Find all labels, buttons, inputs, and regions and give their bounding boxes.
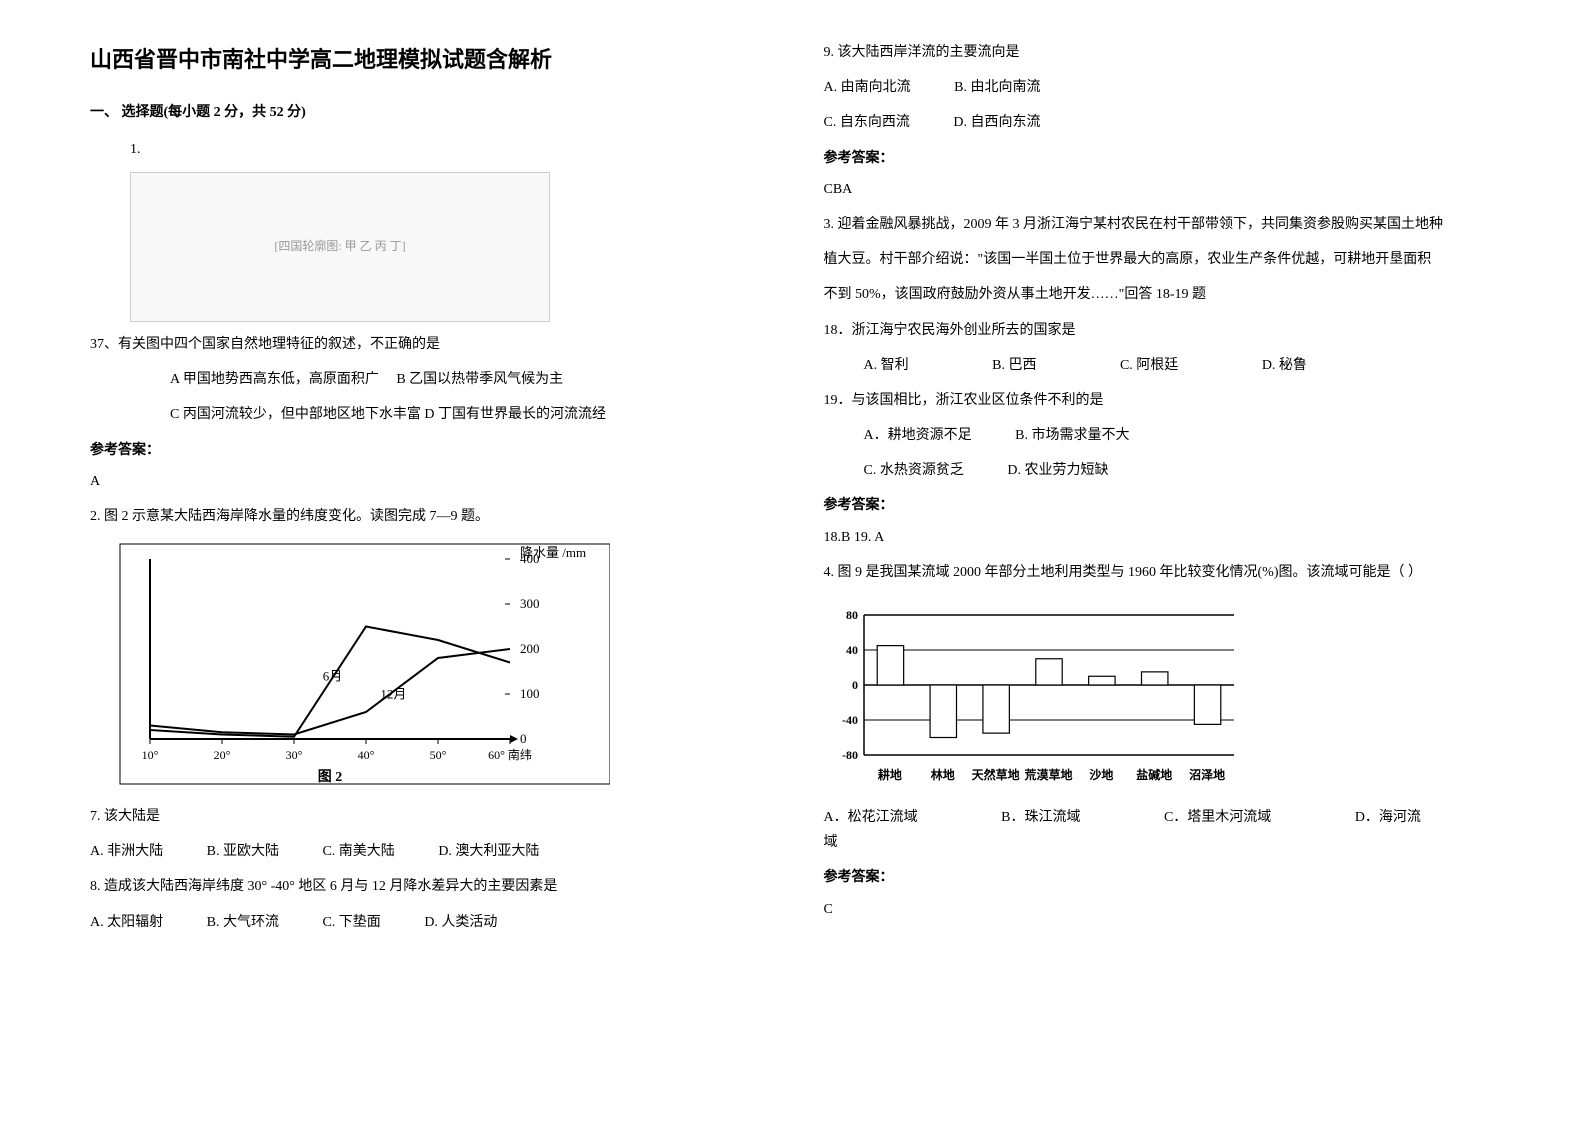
q4-opt-b: B．珠江流域 — [1001, 810, 1080, 825]
q4-stem: 4. 图 9 是我国某流域 2000 年部分土地利用类型与 1960 年比较变化… — [824, 560, 1498, 585]
svg-text:降水量 /mm: 降水量 /mm — [520, 545, 586, 560]
svg-text:图 2: 图 2 — [318, 769, 343, 785]
svg-text:12月: 12月 — [380, 687, 406, 702]
q8-opt-d: D. 人类活动 — [424, 915, 497, 930]
answer-label-4: 参考答案： — [824, 865, 1498, 890]
svg-text:-80: -80 — [842, 748, 858, 762]
ans-1819: 18.B 19. A — [824, 525, 1498, 550]
q37-answer: A — [90, 469, 764, 494]
q18-opt-a: A. 智利 — [864, 358, 909, 373]
svg-text:20°: 20° — [214, 748, 231, 762]
q8-opt-b: B. 大气环流 — [207, 915, 279, 930]
q8-opt-c: C. 下垫面 — [322, 915, 380, 930]
q37-row1: A 甲国地势西高东低，高原面积广 B 乙国以热带季风气候为主 — [170, 367, 764, 392]
q9-opts-row2: C. 自东向西流 D. 自西向东流 — [824, 110, 1498, 135]
q4-options: A．松花江流域 B．珠江流域 C．塔里木河流域 D．海河流域 — [824, 805, 1498, 855]
answer-label-3: 参考答案： — [824, 493, 1498, 518]
q3-stem-a: 3. 迎着金融风暴挑战，2009 年 3 月浙江海宁某村农民在村干部带领下，共同… — [824, 212, 1498, 237]
q8-options: A. 太阳辐射 B. 大气环流 C. 下垫面 D. 人类活动 — [90, 910, 764, 935]
q9-opt-b: B. 由北向南流 — [954, 80, 1040, 95]
q19-opts-row1: A．耕地资源不足 B. 市场需求量不大 — [864, 423, 1498, 448]
q18-opt-b: B. 巴西 — [992, 358, 1036, 373]
q19-opt-d: D. 农业劳力短缺 — [1007, 463, 1108, 478]
svg-text:50°: 50° — [430, 748, 447, 762]
figure-2-container: 0100200300400降水量 /mm10°20°30°40°50°60° 南… — [110, 539, 764, 789]
q4-opt-c: C．塔里木河流域 — [1164, 810, 1271, 825]
q7-opt-c: C. 南美大陆 — [322, 844, 394, 859]
q18-opt-c: C. 阿根廷 — [1120, 358, 1178, 373]
q2-stem: 2. 图 2 示意某大陆西海岸降水量的纬度变化。读图完成 7—9 题。 — [90, 504, 764, 529]
q37-row2: C 丙国河流较少，但中部地区地下水丰富 D 丁国有世界最长的河流流经 — [170, 402, 764, 427]
ans-cba: CBA — [824, 177, 1498, 202]
q37-opt-b: B 乙国以热带季风气候为主 — [396, 372, 563, 387]
q18-opt-d: D. 秘鲁 — [1262, 358, 1307, 373]
svg-text:-40: -40 — [842, 713, 858, 727]
figure-9-container: -80 -40 0 40 80 耕地林地天然草地荒漠草地沙地盐碱地沼泽地 — [824, 605, 1244, 785]
section1-header: 一、 选择题(每小题 2 分，共 52 分) — [90, 100, 764, 125]
q19-opt-c: C. 水热资源贫乏 — [864, 463, 964, 478]
doc-title: 山西省晋中市南社中学高二地理模拟试题含解析 — [90, 40, 764, 80]
svg-text:40: 40 — [846, 643, 858, 657]
q19-opt-b: B. 市场需求量不大 — [1015, 428, 1129, 443]
q37-stem: 37、有关图中四个国家自然地理特征的叙述，不正确的是 — [90, 332, 764, 357]
svg-text:60° 南纬: 60° 南纬 — [488, 747, 532, 762]
q7-opt-d: D. 澳大利亚大陆 — [438, 844, 539, 859]
q9-opts-row1: A. 由南向北流 B. 由北向南流 — [824, 75, 1498, 100]
svg-text:100: 100 — [520, 686, 540, 701]
figure-1-placeholder: [四国轮廓图: 甲 乙 丙 丁] — [130, 172, 550, 322]
q18-options: A. 智利 B. 巴西 C. 阿根廷 D. 秘鲁 — [864, 353, 1498, 378]
svg-text:40°: 40° — [358, 748, 375, 762]
q9-stem: 9. 该大陆西岸洋流的主要流向是 — [824, 40, 1498, 65]
q19-opt-a: A．耕地资源不足 — [864, 428, 972, 443]
svg-text:0: 0 — [852, 678, 858, 692]
answer-label-1: 参考答案： — [90, 438, 764, 463]
q4-opt-a: A．松花江流域 — [824, 810, 918, 825]
q9-opt-a: A. 由南向北流 — [824, 80, 911, 95]
q8-stem: 8. 造成该大陆西海岸纬度 30° -40° 地区 6 月与 12 月降水差异大… — [90, 874, 764, 899]
svg-text:0: 0 — [520, 731, 527, 746]
right-column: 9. 该大陆西岸洋流的主要流向是 A. 由南向北流 B. 由北向南流 C. 自东… — [794, 40, 1528, 1082]
figure-9-xlabels: 耕地林地天然草地荒漠草地沙地盐碱地沼泽地 — [864, 765, 1234, 787]
svg-text:30°: 30° — [286, 748, 303, 762]
q18-stem: 18．浙江海宁农民海外创业所去的国家是 — [824, 318, 1498, 343]
q1-number: 1. — [130, 137, 764, 162]
q9-opt-d: D. 自西向东流 — [953, 115, 1040, 130]
q19-stem: 19．与该国相比，浙江农业区位条件不利的是 — [824, 388, 1498, 413]
figure-9-chart: -80 -40 0 40 80 — [824, 605, 1244, 765]
figure-2-chart: 0100200300400降水量 /mm10°20°30°40°50°60° 南… — [110, 539, 610, 789]
q9-opt-c: C. 自东向西流 — [824, 115, 910, 130]
answer-label-2: 参考答案： — [824, 146, 1498, 171]
q8-opt-a: A. 太阳辐射 — [90, 915, 163, 930]
q3-stem-c: 不到 50%，该国政府鼓励外资从事土地开发……"回答 18-19 题 — [824, 282, 1498, 307]
q7-stem: 7. 该大陆是 — [90, 804, 764, 829]
q7-options: A. 非洲大陆 B. 亚欧大陆 C. 南美大陆 D. 澳大利亚大陆 — [90, 839, 764, 864]
left-column: 山西省晋中市南社中学高二地理模拟试题含解析 一、 选择题(每小题 2 分，共 5… — [60, 40, 794, 1082]
q7-opt-b: B. 亚欧大陆 — [207, 844, 279, 859]
svg-text:6月: 6月 — [323, 669, 343, 684]
q37-opt-a: A 甲国地势西高东低，高原面积广 — [170, 372, 379, 387]
q7-opt-a: A. 非洲大陆 — [90, 844, 163, 859]
q3-stem-b: 植大豆。村干部介绍说："该国一半国土位于世界最大的高原，农业生产条件优越，可耕地… — [824, 247, 1498, 272]
q19-opts-row2: C. 水热资源贫乏 D. 农业劳力短缺 — [864, 458, 1498, 483]
svg-text:10°: 10° — [142, 748, 159, 762]
svg-text:300: 300 — [520, 596, 540, 611]
q4-answer: C — [824, 897, 1498, 922]
svg-text:200: 200 — [520, 641, 540, 656]
svg-text:80: 80 — [846, 608, 858, 622]
